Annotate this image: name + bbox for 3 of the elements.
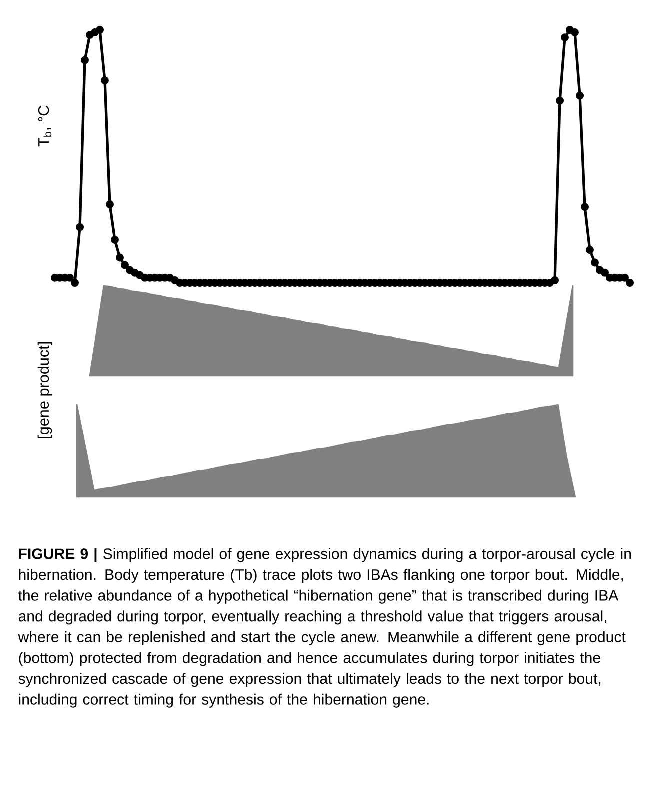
text: FIGURE 9 | Simplified model of gene expression dynamics during a torpor-arousal cycle in hibernation. Body temperature (Tb) trace plots two IBAs flanking one torpor bout. Middle, the relative abundance of a hypothetical “hibernation gene” that is transcribed during IBA and degraded during torpor, eventually reaching a threshold value that triggers arousal, where it can be replenished and start the cycle anew. Meanwhile a different gene product (bottom) protected from degradation and hence accumulates during torpor initiates the synchronized cascade of gene expression that ultimately leads to the next torpor bout, including correct timing for synthesis of the hibernation gene. bbox=[18, 548, 632, 708]
y-axis-title: [gene product] bbox=[38, 342, 52, 438]
y-axis-title: T$_{b}$, °C bbox=[38, 106, 52, 147]
